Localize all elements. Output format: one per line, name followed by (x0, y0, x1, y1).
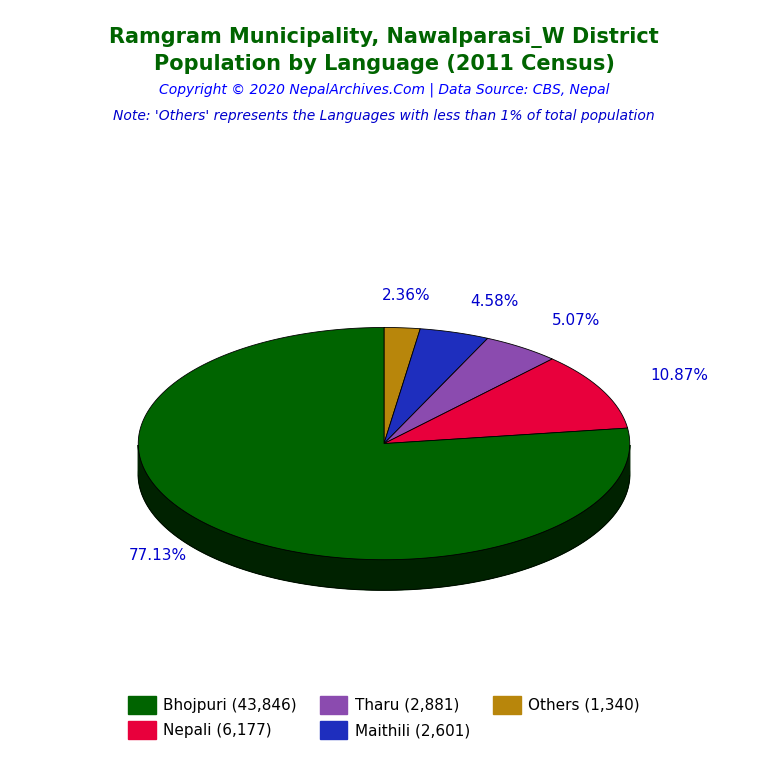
Text: Copyright © 2020 NepalArchives.Com | Data Source: CBS, Nepal: Copyright © 2020 NepalArchives.Com | Dat… (159, 82, 609, 97)
Polygon shape (384, 327, 420, 444)
Text: Population by Language (2011 Census): Population by Language (2011 Census) (154, 54, 614, 74)
Text: Note: 'Others' represents the Languages with less than 1% of total population: Note: 'Others' represents the Languages … (113, 109, 655, 123)
Polygon shape (384, 339, 552, 444)
Polygon shape (138, 327, 630, 560)
Polygon shape (138, 445, 630, 590)
Polygon shape (384, 359, 627, 444)
Text: 10.87%: 10.87% (650, 368, 709, 383)
Text: 5.07%: 5.07% (552, 313, 601, 328)
Text: Ramgram Municipality, Nawalparasi_W District: Ramgram Municipality, Nawalparasi_W Dist… (109, 27, 659, 48)
Ellipse shape (138, 358, 630, 590)
Text: 2.36%: 2.36% (382, 288, 431, 303)
Legend: Bhojpuri (43,846), Nepali (6,177), Tharu (2,881), Maithili (2,601), Others (1,34: Bhojpuri (43,846), Nepali (6,177), Tharu… (122, 690, 646, 745)
Text: 4.58%: 4.58% (470, 293, 518, 309)
Text: 77.13%: 77.13% (128, 548, 187, 563)
Polygon shape (384, 329, 488, 444)
